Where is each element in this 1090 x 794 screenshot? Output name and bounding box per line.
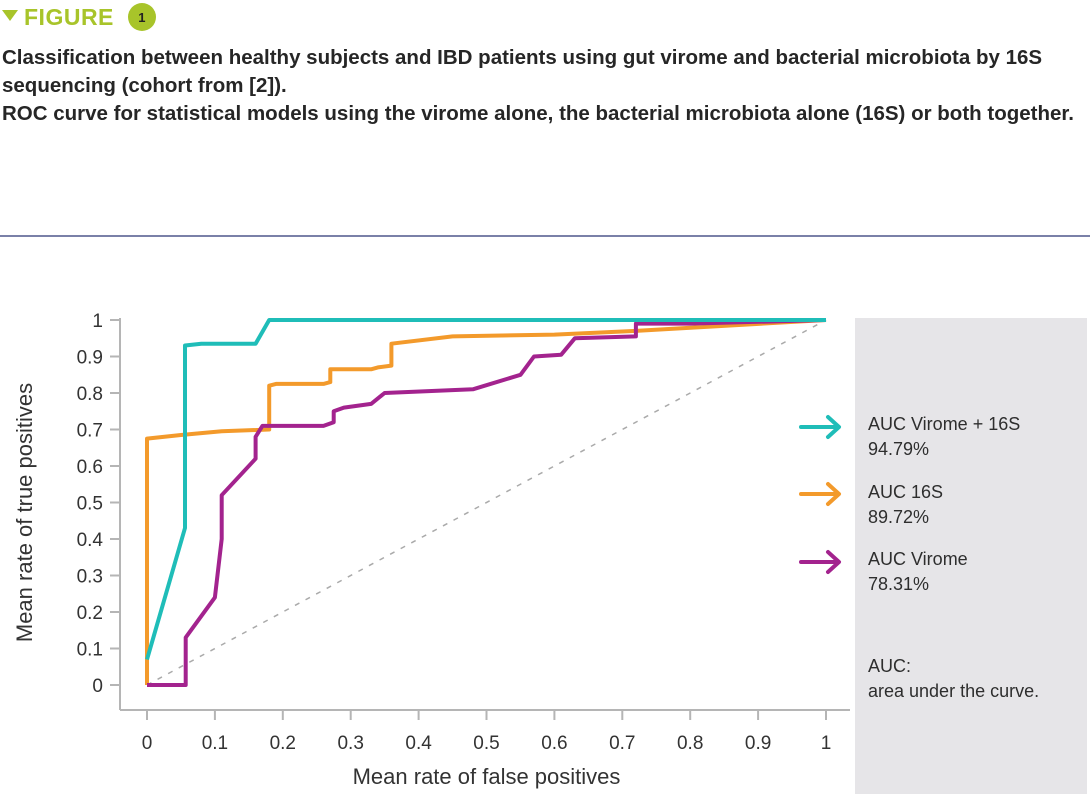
x-tick-label: 0.8 [677,733,703,754]
figure-header: FIGURE 1 [2,2,156,32]
y-tick-label: 0.9 [77,348,103,369]
series-line-auc-16s [145,318,827,685]
caption-line-1: Classification between healthy subjects … [2,46,1043,97]
y-tick-label: 0.1 [77,640,103,661]
legend-value: 94.79% [868,439,930,459]
x-tick-label: 0.9 [745,733,771,754]
legend-value: 89.72% [868,507,930,527]
y-tick-label: 0.6 [77,457,103,478]
legend-value: 78.31% [868,574,930,594]
triangle-down-icon [2,9,18,21]
random-diagonal-line [146,319,827,686]
x-tick-label: 0.7 [609,733,635,754]
x-tick-label: 1 [821,733,832,754]
figure-number-badge: 1 [127,3,156,31]
auc-note: AUC: area under the curve. [868,654,1039,704]
legend-arrow-icon [799,482,841,506]
y-tick-label: 0.4 [77,530,104,551]
series-line-auc-virome-16s [145,318,826,661]
series-line-auc-virome [147,318,827,687]
y-tick-label: 1 [92,311,103,332]
y-axis-label: Mean rate of true positives [12,383,37,642]
legend-label: AUC Virome [868,549,968,569]
y-tick-label: 0 [92,676,103,697]
x-tick-label: 0.4 [405,733,432,754]
y-tick-label: 0.5 [77,494,103,515]
legend-item-16s: AUC 16S 89.72% [868,480,943,530]
legend-panel [855,318,1087,794]
auc-note-text: area under the curve. [868,681,1040,701]
legend-item-virome-16s: AUC Virome + 16S 94.79% [868,412,1020,462]
y-tick-label: 0.3 [77,567,103,588]
x-tick-label: 0.1 [202,733,228,754]
divider [0,235,1090,237]
y-tick-label: 0.8 [77,384,103,405]
figure-label: FIGURE [24,3,114,30]
legend-arrow-icon [799,550,841,574]
y-tick-label: 0.2 [77,603,103,624]
x-tick-label: 0.2 [270,733,296,754]
legend-label: AUC Virome + 16S [868,414,1021,434]
legend-item-virome: AUC Virome 78.31% [868,547,968,597]
x-tick-label: 0.3 [337,733,363,754]
caption-line-2: ROC curve for statistical models using t… [2,102,1074,125]
x-tick-label: 0 [142,733,153,754]
figure-caption: Classification between healthy subjects … [2,44,1088,128]
x-axis-label: Mean rate of false positives [353,764,621,789]
x-tick-label: 0.5 [473,733,499,754]
legend-arrow-icon [799,415,841,439]
auc-note-title: AUC: [868,656,912,676]
legend-label: AUC 16S [868,482,944,502]
x-tick-label: 0.6 [541,733,567,754]
y-tick-label: 0.7 [77,421,103,442]
